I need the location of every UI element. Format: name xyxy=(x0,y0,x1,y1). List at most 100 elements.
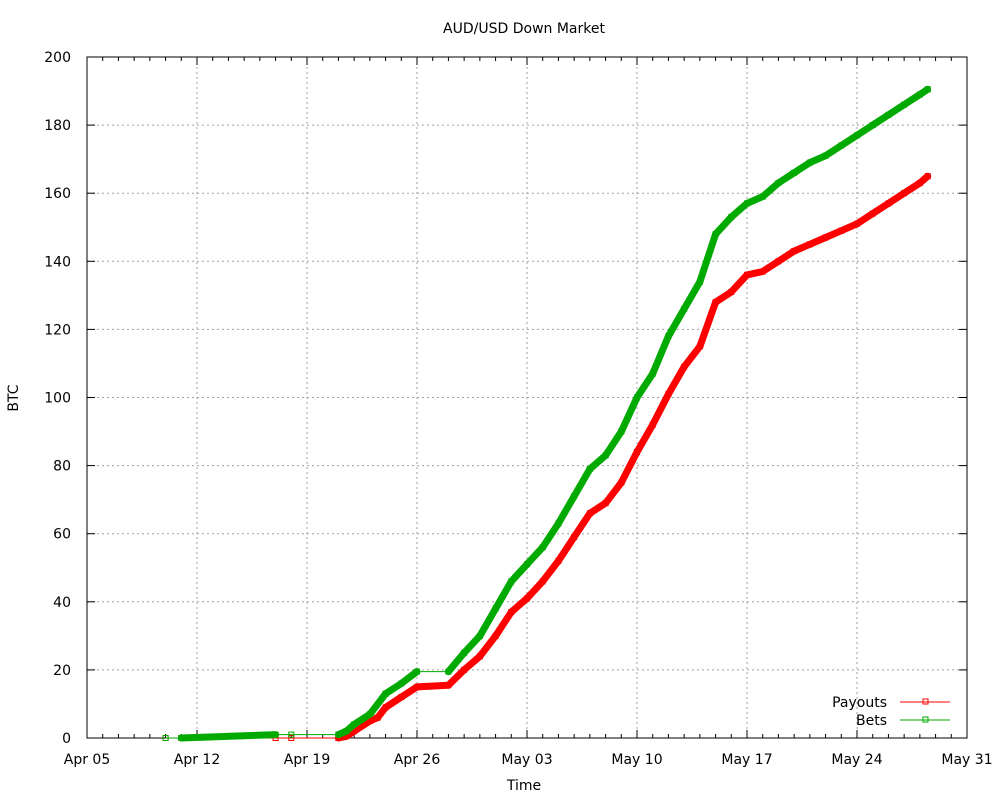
data-point-payouts xyxy=(288,735,295,741)
series-band-bets xyxy=(633,370,657,401)
tick-labels: 0 20 40 60 80 100 120 140 160 180 200 Apr 05 Apr 12 A… xyxy=(44,50,992,768)
data-point-bets xyxy=(288,731,295,738)
series-band-bets xyxy=(570,465,594,500)
data-point-payouts xyxy=(854,220,860,227)
data-point-bets xyxy=(461,649,468,656)
data-point-bets xyxy=(571,493,578,500)
data-point-bets xyxy=(822,152,829,159)
data-point-payouts xyxy=(602,500,609,507)
legend-marker-payouts xyxy=(922,698,929,705)
data-point-payouts xyxy=(539,578,546,585)
series-layer xyxy=(162,85,932,742)
series-band-bets xyxy=(916,85,932,98)
series-band-bets xyxy=(649,332,672,378)
series-band-bets xyxy=(664,305,688,340)
y-tick-label: 40 xyxy=(53,595,71,611)
data-point-bets xyxy=(343,728,350,735)
data-point-payouts xyxy=(492,632,499,639)
series-line-payouts xyxy=(165,175,929,739)
x-tick-label: Apr 26 xyxy=(394,752,441,768)
data-point-bets xyxy=(162,735,169,741)
data-point-bets xyxy=(335,731,342,738)
data-point-bets xyxy=(382,690,389,697)
data-point-bets xyxy=(696,278,703,285)
series-band-bets xyxy=(602,428,625,459)
legend: Payouts Bets xyxy=(832,695,950,729)
x-tick-label: May 03 xyxy=(501,752,552,768)
data-point-bets xyxy=(901,101,908,108)
x-tick-label: May 31 xyxy=(941,752,992,768)
series-band-bets xyxy=(476,605,500,640)
series-band-payouts xyxy=(602,479,625,507)
x-tick-label: Apr 05 xyxy=(64,752,110,768)
data-point-payouts xyxy=(571,534,578,541)
series-band-bets xyxy=(617,394,641,436)
series-band-payouts xyxy=(680,342,704,371)
data-point-bets xyxy=(924,86,931,93)
series-band-payouts xyxy=(539,557,562,585)
data-point-payouts xyxy=(869,210,876,217)
data-point-bets xyxy=(744,200,750,207)
data-point-payouts xyxy=(712,299,719,306)
chart-title: AUD/USD Down Market xyxy=(443,21,605,37)
data-point-payouts xyxy=(649,421,656,428)
data-point-payouts xyxy=(791,248,798,255)
data-point-bets xyxy=(806,159,813,166)
data-point-payouts xyxy=(555,557,562,564)
data-point-bets xyxy=(476,632,483,639)
series-band-bets xyxy=(444,649,468,676)
data-point-payouts xyxy=(822,234,829,241)
data-point-payouts xyxy=(665,391,672,398)
y-tick-label: 100 xyxy=(44,391,71,407)
data-point-bets xyxy=(445,668,452,675)
series-band-bets xyxy=(539,520,562,551)
series-band-bets xyxy=(177,731,280,742)
data-point-payouts xyxy=(445,682,452,689)
data-point-payouts xyxy=(382,704,389,711)
data-point-payouts xyxy=(461,666,468,673)
x-tick-label: Apr 12 xyxy=(174,752,220,768)
data-point-payouts xyxy=(775,258,782,265)
data-point-bets xyxy=(492,605,499,612)
y-tick-label: 140 xyxy=(44,254,71,270)
data-point-payouts xyxy=(759,268,766,275)
y-axis-label: BTC xyxy=(6,384,22,411)
series-band-payouts xyxy=(570,509,594,541)
data-point-bets xyxy=(366,711,373,718)
series-band-payouts xyxy=(413,681,452,691)
grid-lines xyxy=(87,57,967,738)
data-point-payouts xyxy=(366,718,373,724)
y-tick-label: 60 xyxy=(53,527,71,543)
data-point-payouts xyxy=(374,714,381,721)
series-band-bets xyxy=(680,278,704,313)
data-point-bets xyxy=(681,306,688,312)
series-band-payouts xyxy=(664,363,688,398)
data-point-bets xyxy=(602,452,609,459)
series-band-payouts xyxy=(554,533,578,565)
data-point-payouts xyxy=(524,595,530,602)
series-band-bets xyxy=(492,577,515,613)
x-tick-label: May 24 xyxy=(831,752,882,768)
series-band-payouts xyxy=(492,608,515,640)
legend-marker-bets xyxy=(922,716,929,723)
legend-label-bets: Bets xyxy=(856,713,887,729)
data-point-bets xyxy=(854,132,860,139)
x-tick-label: Apr 19 xyxy=(284,752,330,768)
data-point-bets xyxy=(178,735,185,741)
data-point-payouts xyxy=(924,173,931,180)
data-point-bets xyxy=(634,394,640,401)
series-band-bets xyxy=(696,230,720,286)
data-point-bets xyxy=(838,142,845,149)
series-payouts xyxy=(162,172,932,742)
data-point-bets xyxy=(869,122,876,129)
data-point-payouts xyxy=(916,180,923,186)
series-band-bets xyxy=(366,690,390,718)
data-point-payouts xyxy=(744,271,750,278)
data-point-payouts xyxy=(618,479,625,486)
data-point-bets xyxy=(728,214,735,220)
series-band-payouts xyxy=(476,632,500,660)
x-tick-label: May 10 xyxy=(611,752,662,768)
data-point-bets xyxy=(555,520,562,527)
data-point-bets xyxy=(351,721,358,728)
